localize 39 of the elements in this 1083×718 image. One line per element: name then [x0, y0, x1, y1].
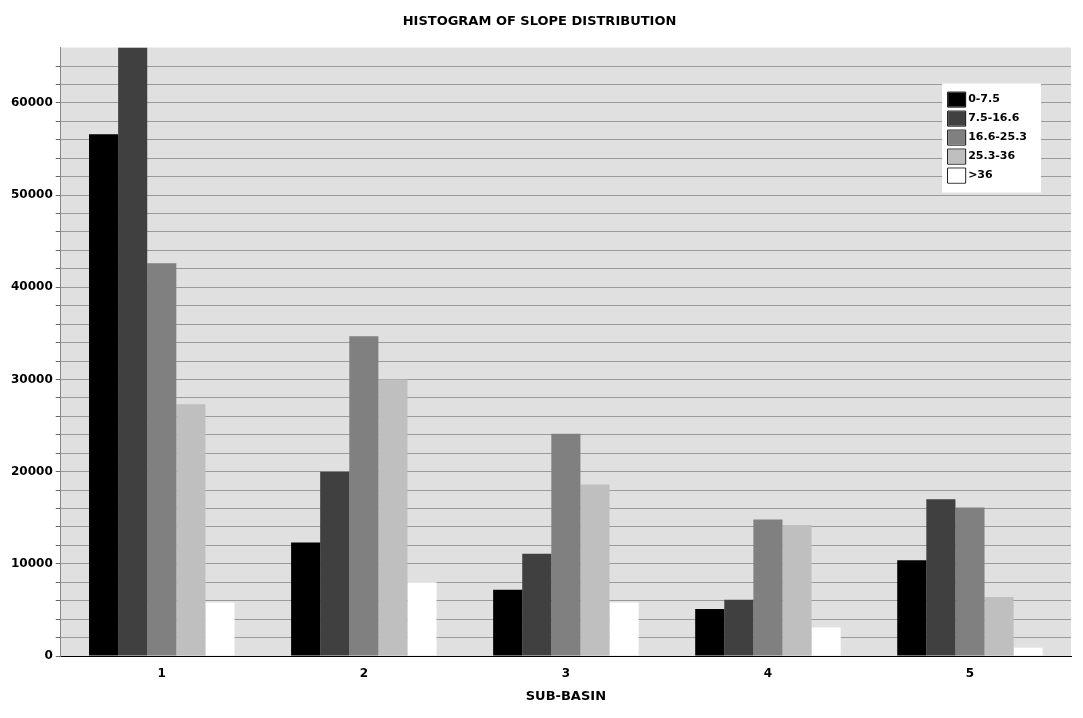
legend-label: 0-7.5 — [968, 92, 1000, 106]
bar — [926, 499, 956, 656]
bar — [955, 507, 985, 656]
bar — [551, 433, 581, 656]
bar — [205, 602, 235, 656]
y-tick-label: 10000 — [11, 555, 53, 570]
legend-label: 16.6-25.3 — [968, 130, 1028, 144]
x-tick-label: 1 — [157, 666, 166, 681]
y-tick-label: 50000 — [11, 187, 53, 202]
x-axis-title: SUB-BASIN — [525, 687, 607, 703]
y-tick-label: 0 — [44, 648, 53, 663]
bar — [1013, 647, 1043, 656]
bar — [320, 471, 350, 656]
chart-title: HISTOGRAM OF SLOPE DISTRIBUTION — [402, 13, 677, 29]
bar — [753, 519, 783, 656]
legend-label: 25.3-36 — [968, 149, 1016, 163]
bar — [522, 553, 552, 656]
bar — [811, 627, 841, 656]
legend-label: 7.5-16.6 — [968, 111, 1020, 125]
bar — [176, 404, 206, 656]
bar — [984, 597, 1014, 656]
x-tick-label: 2 — [359, 666, 368, 681]
legend-label: >36 — [968, 168, 994, 182]
y-tick-label: 30000 — [11, 371, 53, 386]
bar — [378, 379, 408, 656]
bar — [580, 484, 610, 656]
bar — [724, 599, 754, 656]
bar — [118, 47, 148, 656]
bar — [407, 582, 437, 656]
bar — [349, 336, 379, 656]
y-tick-label: 60000 — [11, 95, 53, 110]
bar — [147, 263, 177, 656]
y-tick-label: 20000 — [11, 463, 53, 478]
x-tick-label: 3 — [561, 666, 571, 681]
x-tick-label: 5 — [965, 666, 975, 681]
bar — [782, 525, 812, 656]
bar — [609, 602, 639, 656]
x-tick-label: 4 — [763, 666, 773, 681]
y-tick-label: 40000 — [11, 279, 53, 294]
